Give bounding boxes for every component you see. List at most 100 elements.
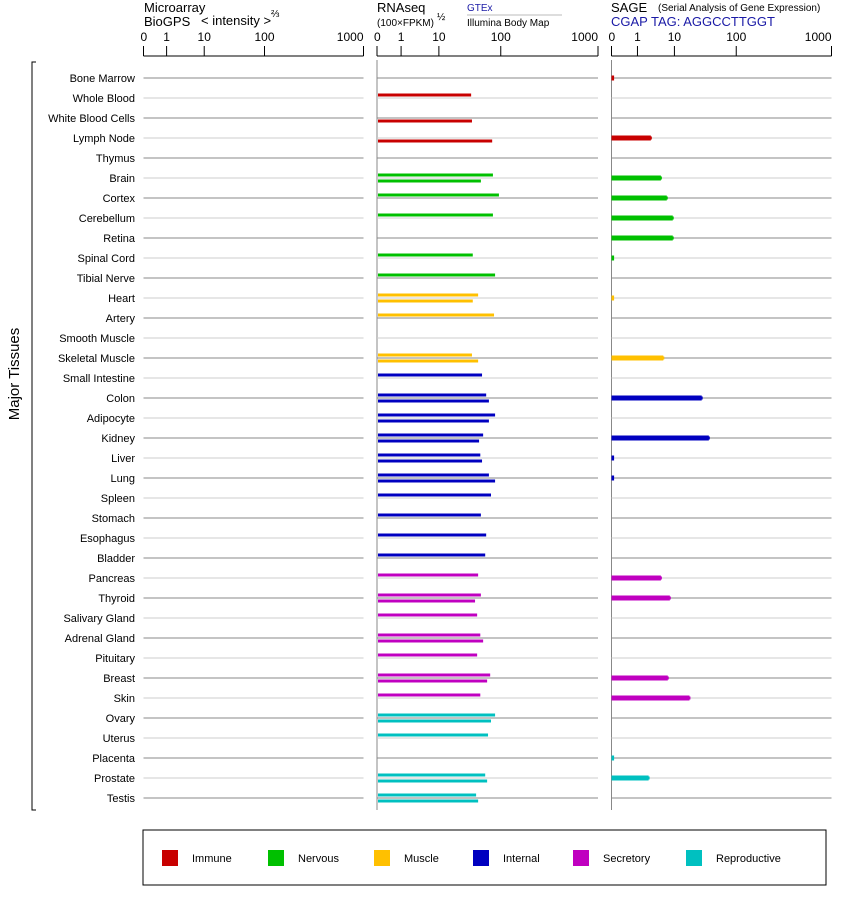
gtex-bar [378,673,491,677]
gtex-bar [378,593,481,597]
gtex-label: GTEx [467,3,493,14]
gtex-bar [378,453,481,457]
microarray-title: Microarray [144,0,206,15]
legend-item-reproductive: Reproductive [686,850,781,866]
tissue-label: Placenta [92,753,136,765]
sage-tick-label: 100 [726,30,746,44]
microarray-tick-label: 10 [198,30,212,44]
sage-description: (Serial Analysis of Gene Expression) [658,3,820,14]
illumina-bar [378,599,476,603]
illumina-bar [378,399,489,403]
gtex-bar [378,273,496,277]
tissue-label: Cerebellum [79,213,135,225]
sage-bar-cap [659,176,662,180]
legend-swatch [162,850,178,866]
gtex-bar [378,533,487,537]
tissue-label: Spinal Cord [78,253,135,265]
tissue-label: Liver [111,453,135,465]
gtex-bar [378,513,481,517]
sage-bar [611,75,615,81]
sage-bar-cap [707,436,710,440]
gtex-bar [378,693,481,697]
gtex-bar [378,633,481,637]
gtex-bar [378,473,489,477]
gtex-bar [378,493,491,497]
tissue-label: Spleen [101,493,135,505]
illumina-bar [378,119,472,123]
legend-label: Reproductive [716,853,781,865]
illumina-bar [378,639,484,643]
tissue-label: Artery [106,313,136,325]
illumina-bar [378,179,481,183]
gtex-bar [378,613,478,617]
legend-swatch [473,850,489,866]
sage-title: SAGE [611,0,647,15]
tissue-label: Salivary Gland [63,613,135,625]
tissue-label: Skeletal Muscle [58,353,135,365]
gtex-bar [378,253,473,257]
tissue-label: Brain [109,173,135,185]
rnaseq-exponent: ½ [437,12,446,23]
rnaseq-tick-label: 1 [398,30,405,44]
legend-item-immune: Immune [162,850,232,866]
tissue-label: Pituitary [95,653,135,665]
illumina-bar [378,779,488,783]
tissue-label: Ovary [106,713,136,725]
gtex-bar [378,653,478,657]
gtex-bar [378,713,496,717]
sage-bar-cap [700,396,703,400]
legend-label: Muscle [404,853,439,865]
sage-bar-cap [659,576,662,580]
gtex-bar [378,773,486,777]
gtex-bar [378,173,493,177]
illumina-bar [378,299,473,303]
sage-tick-label: 1000 [805,30,832,44]
illumina-bar [378,479,496,483]
microarray-tick-label: 1000 [337,30,364,44]
sage-tag: CGAP TAG: AGGCCTTGGT [611,14,775,29]
tissue-label: Heart [108,293,135,305]
tissue-group-bracket [31,61,36,811]
microarray-tick-label: 0 [141,30,148,44]
sage-tick-label: 10 [668,30,682,44]
gtex-bar [378,213,493,217]
sage-bar-cap [688,696,691,700]
illumina-bar [378,679,488,683]
legend-swatch [573,850,589,866]
tissue-label: Adrenal Gland [65,633,135,645]
sage-tick-label: 0 [609,30,616,44]
tissue-label: Esophagus [80,533,136,545]
sage-bar-cap [671,236,674,240]
legend-label: Nervous [298,853,339,865]
rnaseq-title: RNAseq [377,0,425,15]
rnaseq-tick-label: 100 [491,30,511,44]
legend-label: Immune [192,853,232,865]
sage-bar-cap [671,216,674,220]
legend-swatch [374,850,390,866]
tissue-label: Kidney [101,433,135,445]
sage-bar [611,215,673,221]
tissue-label: Testis [107,793,136,805]
illumina-bar [378,719,491,723]
tissue-label: Pancreas [89,573,136,585]
rnaseq-tick-label: 10 [432,30,446,44]
sage-bar [611,255,615,261]
sage-bar [611,675,668,681]
tissue-label: Small Intestine [63,373,135,385]
gtex-bar [378,373,483,377]
tissue-label: Stomach [92,513,135,525]
y-group-label: Major Tissues [6,328,23,421]
illumina-bar [378,419,489,423]
tissue-label: Smooth Muscle [59,333,135,345]
tissue-label: Uterus [103,733,136,745]
tissue-label: Adipocyte [87,413,135,425]
gtex-bar [378,393,487,397]
rnaseq-tick-label: 0 [374,30,381,44]
tissue-label: Lymph Node [73,133,135,145]
sage-bar-cap [668,596,671,600]
sage-bar [611,295,615,301]
illumina-bar [378,459,483,463]
legend-item-internal: Internal [473,850,540,866]
tissue-label: Lung [111,473,135,485]
